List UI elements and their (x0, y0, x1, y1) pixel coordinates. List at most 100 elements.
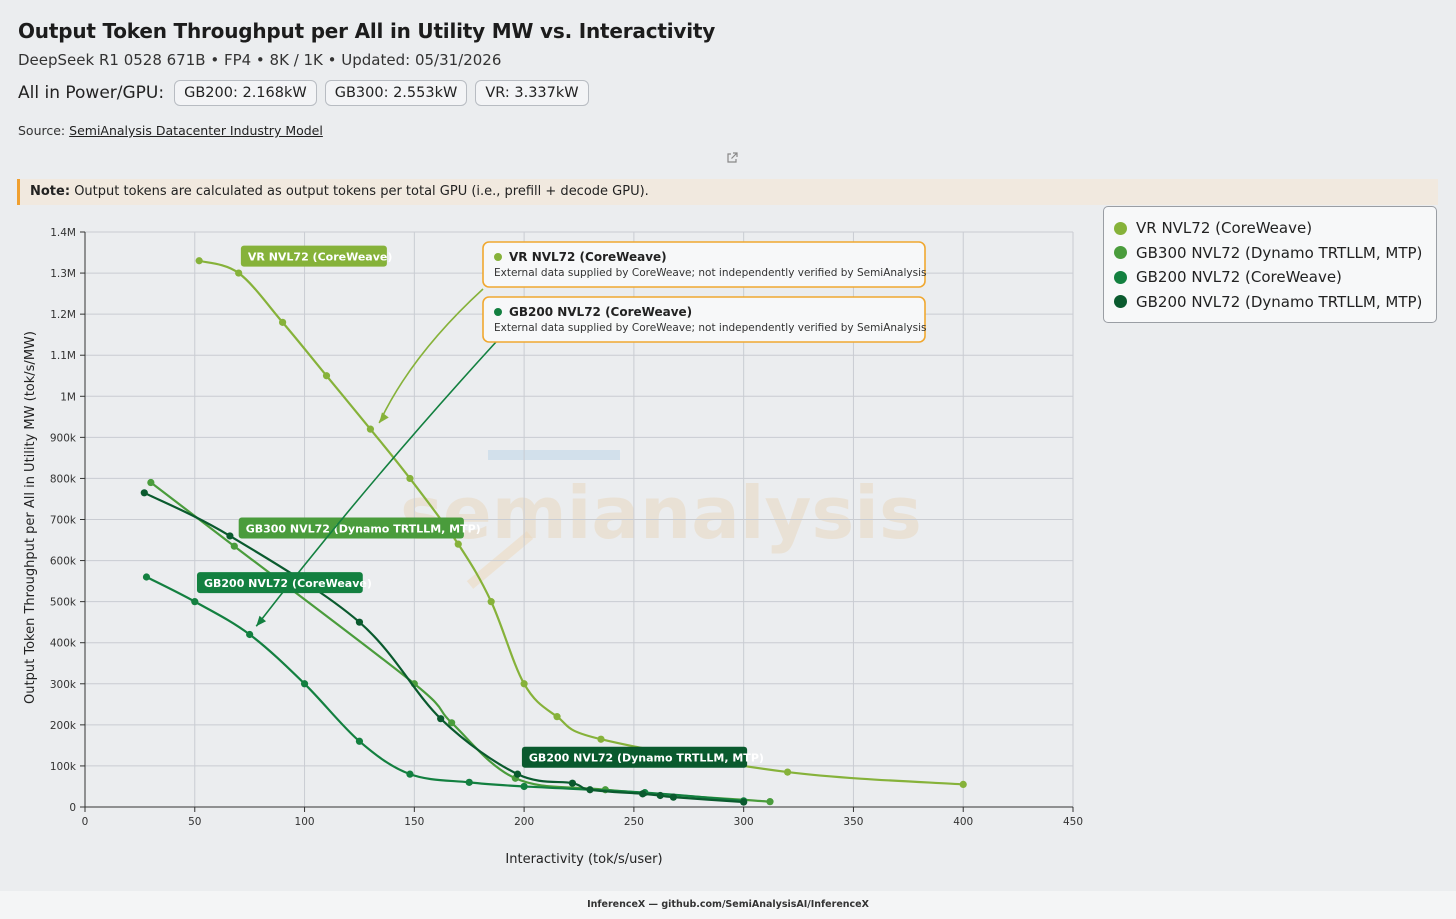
annotation-box (482, 241, 926, 288)
data-point (300, 680, 309, 688)
series-label-box (240, 245, 387, 267)
data-point (230, 542, 238, 550)
y-tick-label: 600k (50, 556, 77, 568)
series-label: VR NVL72 (CoreWeave) (248, 251, 393, 264)
note-text: Output tokens are calculated as output t… (74, 184, 649, 199)
data-point (639, 790, 647, 798)
legend-dot-icon (1114, 295, 1127, 309)
y-tick-label: 500k (50, 597, 77, 609)
legend-label: GB200 NVL72 (Dynamo TRTLLM, MTP) (1136, 292, 1423, 311)
data-point (246, 630, 254, 639)
x-tick-label: 50 (188, 816, 201, 828)
x-tick-label: 300 (734, 816, 754, 828)
power-label: All in Power/GPU: (18, 83, 165, 103)
power-row: All in Power/GPU: GB200: 2.168kW GB300: … (18, 80, 589, 106)
y-tick-label: 900k (50, 432, 77, 444)
y-axis-title: Output Token Throughput per All in Utili… (23, 331, 38, 704)
data-point (279, 318, 287, 326)
data-point (142, 573, 151, 581)
data-point (406, 474, 414, 483)
series-label-box (196, 572, 363, 594)
legend-item-gb200-coreweave[interactable]: GB200 NVL72 (CoreWeave) (1114, 265, 1436, 290)
data-point (448, 719, 456, 727)
y-tick-label: 400k (50, 638, 77, 650)
annotation-title: GB200 NVL72 (CoreWeave) (509, 305, 692, 319)
annotation-arrowhead (379, 412, 389, 423)
power-pill-vr: VR: 3.337kW (475, 80, 589, 106)
note-label: Note: (30, 184, 71, 199)
y-tick-label: 1M (60, 391, 76, 403)
annotation-dot-icon (494, 308, 502, 316)
chart: semianalysis 0 50 100 150 200 250 300 350 400 450 0… (23, 227, 1083, 867)
legend-label: GB300 NVL72 (Dynamo TRTLLM, MTP) (1136, 243, 1423, 262)
power-pill-gb200: GB200: 2.168kW (174, 80, 317, 106)
y-tick-label: 0 (69, 802, 76, 814)
page-title: Output Token Throughput per All in Utili… (18, 19, 716, 43)
y-tick-label: 200k (50, 720, 77, 732)
series-label: GB200 NVL72 (CoreWeave) (204, 577, 372, 590)
data-point (487, 598, 495, 606)
y-tick-label: 100k (50, 761, 77, 773)
data-point (740, 798, 748, 806)
legend-dot-icon (1114, 270, 1127, 284)
data-point (513, 770, 522, 778)
annotation-arrow (378, 288, 484, 424)
data-point (520, 680, 528, 688)
power-pill-gb300: GB300: 2.553kW (324, 80, 468, 106)
x-tick-label: 350 (843, 816, 863, 828)
data-point (568, 779, 577, 787)
data-point (766, 798, 774, 806)
annotation-arrowhead (256, 615, 267, 627)
x-tick-label: 450 (1063, 816, 1083, 828)
series-label: GB300 NVL72 (Dynamo TRTLLM, MTP) (246, 523, 481, 536)
x-axis-title: Interactivity (tok/s/user) (505, 852, 662, 867)
data-point (355, 618, 364, 626)
annotation-title: VR NVL72 (CoreWeave) (509, 250, 667, 264)
legend-label: VR NVL72 (CoreWeave) (1136, 219, 1313, 238)
data-point (355, 737, 364, 745)
page-subtitle: DeepSeek R1 0528 671B • FP4 • 8K / 1K • … (18, 51, 502, 69)
note-banner: Note: Output tokens are calculated as ou… (17, 179, 1438, 205)
watermark-text: semianalysis (400, 471, 922, 555)
data-point (195, 257, 203, 265)
source-link[interactable]: SemiAnalysis Datacenter Industry Model (69, 123, 323, 138)
legend-dot-icon (1114, 246, 1127, 260)
data-point (465, 778, 473, 786)
data-point (959, 780, 967, 789)
legend-item-gb300[interactable]: GB300 NVL72 (Dynamo TRTLLM, MTP) (1114, 241, 1436, 266)
legend-dot-icon (1114, 221, 1127, 235)
annotation-text: External data supplied by CoreWeave; not… (494, 322, 926, 334)
data-point (586, 786, 594, 794)
footer: InferenceX — github.com/SemiAnalysisAI/I… (0, 891, 1456, 919)
legend-item-vr[interactable]: VR NVL72 (CoreWeave) (1114, 216, 1436, 241)
y-tick-label: 1.3M (50, 268, 76, 280)
data-point (437, 715, 445, 723)
y-tick-label: 1.4M (50, 227, 76, 239)
y-tick-label: 1.1M (50, 350, 76, 362)
watermark-logo (466, 450, 620, 589)
data-point (147, 478, 155, 487)
external-link-icon[interactable] (725, 151, 739, 165)
chart-legend: VR NVL72 (CoreWeave) GB300 NVL72 (Dynamo… (1103, 206, 1437, 323)
annotation-arrow (255, 341, 497, 627)
legend-label: GB200 NVL72 (CoreWeave) (1136, 268, 1342, 287)
data-point (235, 269, 243, 277)
source-label: Source: (18, 123, 66, 138)
y-tick-label: 700k (50, 515, 77, 527)
data-point (520, 782, 528, 791)
x-tick-label: 200 (514, 816, 534, 828)
series-label-box (238, 517, 464, 539)
data-point (783, 768, 792, 776)
data-point (322, 372, 331, 380)
x-tick-label: 400 (953, 816, 973, 828)
series-label: GB200 NVL72 (Dynamo TRTLLM, MTP) (529, 752, 764, 765)
y-tick-label: 1.2M (50, 309, 76, 321)
legend-item-gb200-dynamo[interactable]: GB200 NVL72 (Dynamo TRTLLM, MTP) (1114, 290, 1436, 315)
y-tick-label: 800k (50, 473, 77, 485)
data-point (366, 425, 375, 433)
annotation-text: External data supplied by CoreWeave; not… (494, 267, 926, 279)
y-tick-label: 300k (50, 679, 77, 691)
data-point (597, 735, 605, 743)
data-point (553, 713, 561, 721)
data-point (140, 489, 148, 497)
